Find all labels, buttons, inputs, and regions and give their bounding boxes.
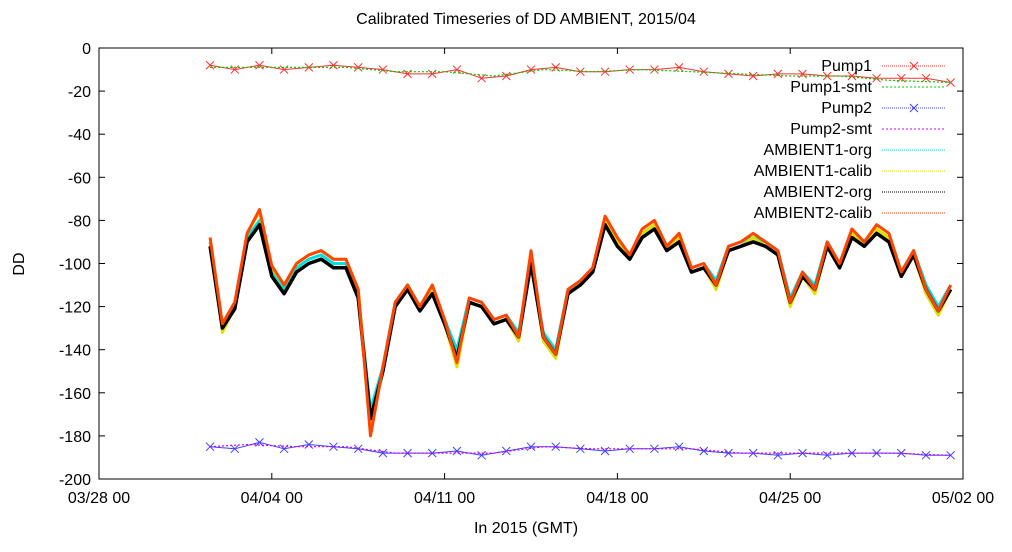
data-point (551, 442, 561, 452)
data-point (773, 69, 783, 79)
data-point (427, 448, 437, 458)
data-point (230, 65, 240, 74)
data-point (674, 63, 684, 72)
series-line (210, 443, 951, 456)
data-point (526, 65, 536, 74)
series-pump2-smt (210, 443, 951, 456)
data-point (847, 448, 857, 458)
y-tick-label: -160 (59, 386, 91, 403)
chart-title: Calibrated Timeseries of DD AMBIENT, 201… (356, 11, 696, 28)
data-point (921, 73, 931, 83)
data-point (378, 448, 388, 458)
legend-label: AMBIENT2-org (764, 184, 872, 201)
data-point (872, 448, 881, 458)
data-point (872, 73, 881, 83)
y-tick-label: -180 (59, 429, 91, 446)
legend-marker (909, 103, 919, 113)
series-ambient2-calib (208, 208, 953, 438)
y-tick-label: -60 (68, 170, 91, 187)
x-tick-label: 05/02 00 (932, 490, 994, 507)
y-tick-label: -80 (68, 213, 91, 230)
legend-label: AMBIENT1-org (764, 142, 872, 159)
x-tick-label: 03/28 00 (68, 490, 130, 507)
data-point (724, 448, 733, 458)
data-point (699, 67, 709, 77)
series-line (210, 66, 951, 84)
x-tick-label: 04/18 00 (586, 490, 648, 507)
data-point (822, 71, 832, 81)
y-axis-label: DD (11, 252, 28, 275)
data-point (205, 442, 215, 452)
data-point (773, 450, 783, 460)
legend-label: Pump1-smt (790, 79, 872, 96)
legend-label: AMBIENT2-calib (754, 205, 872, 222)
y-tick-label: -40 (68, 127, 91, 144)
data-point (230, 444, 240, 454)
x-tick-label: 04/04 00 (241, 490, 303, 507)
y-tick-label: -20 (68, 84, 91, 101)
legend-label: AMBIENT1-calib (754, 163, 872, 180)
x-tick-label: 04/25 00 (759, 490, 821, 507)
legend-label: Pump2 (821, 100, 872, 117)
y-tick-label: 0 (82, 41, 91, 58)
data-point (477, 73, 486, 83)
data-point (501, 71, 511, 81)
data-point (205, 60, 215, 70)
series-line (208, 208, 953, 438)
axes: 0 -20 -40 -60 -80 -100 -120 -140 -160 -180 -20003/… (59, 41, 994, 507)
legend: Pump1 Pump1-smt Pump2 Pump2-smt AMBIENT1-org… (754, 58, 946, 222)
data-point (847, 71, 857, 81)
data-point (378, 65, 388, 74)
data-point (304, 63, 314, 72)
series-pump1-smt (210, 66, 951, 84)
data-point (576, 67, 585, 77)
data-point (576, 444, 585, 454)
data-point (353, 63, 363, 72)
y-tick-label: -100 (59, 257, 91, 274)
data-point (329, 442, 338, 452)
y-tick-label: -140 (59, 343, 91, 360)
data-point (600, 67, 610, 77)
data-point (724, 69, 733, 79)
y-tick-label: -200 (59, 472, 91, 489)
plot-area (205, 60, 956, 460)
data-point (921, 450, 931, 460)
legend-label: Pump1 (821, 58, 872, 75)
y-tick-label: -120 (59, 300, 91, 317)
legend-label: Pump2-smt (790, 121, 872, 138)
data-point (699, 446, 709, 456)
x-tick-label: 04/11 00 (414, 490, 475, 507)
series-pump1 (205, 60, 956, 87)
data-point (748, 71, 758, 81)
x-axis-label: In 2015 (GMT) (474, 520, 578, 537)
legend-marker (909, 61, 919, 71)
data-point (526, 442, 536, 452)
